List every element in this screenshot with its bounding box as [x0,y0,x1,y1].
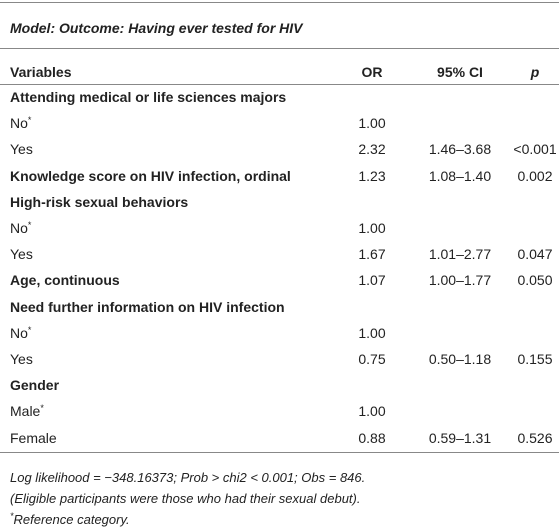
table-title: Model: Outcome: Having ever tested for H… [10,20,303,36]
variable-label: Female [10,429,57,446]
or-cell: 1.00 [358,403,386,420]
variable-cell: Yes [10,140,33,158]
rule [0,452,559,453]
p-cell: 0.002 [517,167,553,184]
reference-mark: * [27,324,32,335]
variable-label: High-risk sexual behaviors [10,193,189,210]
variable-label: Male [10,403,41,420]
or-cell: 1.07 [358,272,386,289]
variable-label: Yes [10,351,33,367]
variable-label: Need further information on HIV infectio… [10,298,285,315]
header-cell: OR [361,64,383,80]
variable-label: Age, continuous [10,272,120,289]
rule [0,2,559,3]
variable-label: No [10,324,28,341]
variable-label: No [10,220,28,236]
variable-label: Knowledge score on HIV infection, ordina… [10,167,291,184]
variable-cell: Age, continuous [10,271,120,289]
reference-mark: * [27,220,32,230]
or-cell: 1.67 [358,246,386,263]
footnote-mark: * [10,511,14,521]
or-cell: 0.75 [358,351,386,367]
p-cell: 0.050 [517,272,553,289]
or-cell: 1.00 [358,115,386,132]
ci-cell: 1.08–1.40 [428,167,492,184]
variable-cell: Yes [10,245,33,263]
rule [0,48,559,49]
or-cell: 1.23 [358,167,386,184]
reference-mark: * [40,403,44,414]
footnote-text: Reference category. [13,512,130,527]
ci-cell: 0.50–1.18 [428,351,492,367]
header-cell: p [530,64,540,80]
variable-cell: Need further information on HIV infectio… [10,298,285,316]
or-cell: 1.00 [358,324,386,341]
or-cell: 1.00 [358,220,386,236]
variable-label: No [10,115,28,132]
variable-cell: No* [10,219,31,237]
footnote-text: Log likelihood = −348.16373; Prob > chi2… [10,470,366,485]
p-cell: 0.047 [517,246,553,263]
rule [0,84,559,85]
variable-cell: Attending medical or life sciences major… [10,88,286,106]
variable-label: Gender [10,377,60,394]
header-cell: 95% CI [437,64,483,80]
or-cell: 0.88 [358,429,386,446]
footnote: (Eligible participants were those who ha… [10,490,360,508]
ci-cell: 1.01–2.77 [428,246,492,263]
variable-cell: High-risk sexual behaviors [10,193,188,211]
reference-mark: * [27,115,32,126]
variable-cell: No* [10,114,31,132]
variable-cell: Knowledge score on HIV infection, ordina… [10,167,291,185]
variable-label: Yes [10,141,33,158]
p-cell: 0.155 [517,351,553,367]
footnote: *Reference category. [10,511,130,528]
p-cell: 0.526 [517,429,553,446]
p-cell: <0.001 [513,141,557,158]
variable-cell: Male* [10,402,44,420]
header-cell: Variables [10,64,72,80]
variable-cell: Gender [10,376,59,394]
ci-cell: 1.46–3.68 [428,141,492,158]
variable-label: Attending medical or life sciences major… [10,89,287,105]
footnote-text: (Eligible participants were those who ha… [10,491,361,506]
variable-cell: Female [10,429,57,447]
ci-cell: 0.59–1.31 [428,429,492,446]
ci-cell: 1.00–1.77 [428,272,492,289]
variable-cell: Yes [10,350,33,368]
variable-cell: No* [10,324,31,342]
variable-label: Yes [10,246,33,263]
footnote: Log likelihood = −348.16373; Prob > chi2… [10,469,365,487]
or-cell: 2.32 [358,141,386,158]
